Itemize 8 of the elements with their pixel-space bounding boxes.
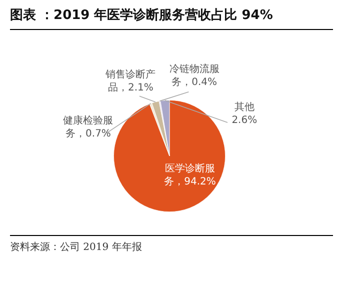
slice-label: 冷链物流服务，0.4% bbox=[169, 62, 220, 88]
slice-label: 健康检验服务，0.7% bbox=[63, 114, 114, 140]
chart-title: 图表 ：2019 年医学诊断服务营收占比 94% bbox=[10, 6, 333, 30]
slice-label: 其他 bbox=[234, 101, 254, 114]
text: 资料来源：公司 2019 年年报 bbox=[10, 235, 333, 254]
slice-label: 医学诊断服务，94.2% bbox=[164, 162, 216, 188]
slice-label: 销售诊断产品，2.1% bbox=[104, 68, 156, 94]
data-label: 2.6% bbox=[232, 115, 258, 126]
